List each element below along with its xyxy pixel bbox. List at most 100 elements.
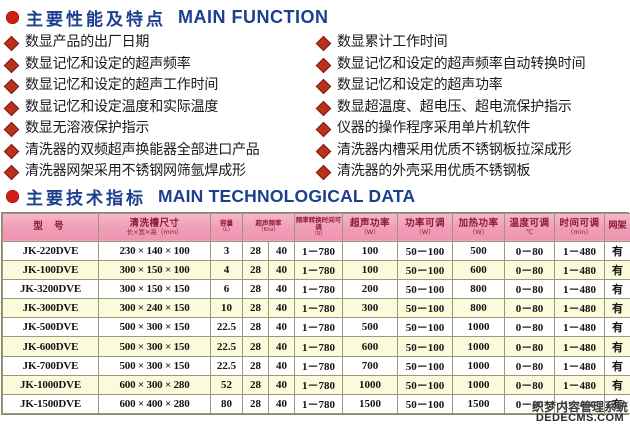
column-header-basket: 网架 (605, 213, 630, 241)
table-cell: 40 (269, 318, 295, 337)
table-cell: 40 (269, 395, 295, 414)
table-cell: 有 (605, 279, 630, 298)
table-cell: JK-100DVE (3, 260, 99, 279)
table-cell: JK-3200DVE (3, 279, 99, 298)
table-cell: 22.5 (211, 318, 243, 337)
table-cell: 28 (243, 299, 269, 318)
feature-label: 数显记忆和设定的超声频率 (25, 54, 191, 76)
header-main: 网架 (605, 222, 630, 232)
table-cell: 500 × 300 × 150 (99, 318, 211, 337)
table-cell: 有 (605, 395, 630, 414)
table-cell: 100 (343, 241, 398, 260)
table-cell: 28 (243, 337, 269, 356)
table-cell: JK-1000DVE (3, 375, 99, 394)
table-cell: 28 (243, 279, 269, 298)
table-header-row: 型 号 清洗槽尺寸 长×宽×高（mm） 容量 （L） 超声频率 （Khz） (3, 213, 630, 241)
list-item: 数显记忆和设定的超声功率 (318, 75, 630, 97)
table-cell: 28 (243, 395, 269, 414)
table-cell: 1－480 (555, 337, 605, 356)
feature-label: 数显超温度、超电压、超电流保护指示 (337, 97, 572, 119)
table-cell: 0－80 (505, 337, 555, 356)
diamond-bullet-icon (316, 79, 332, 95)
table-cell: 1－480 (555, 318, 605, 337)
table-cell: 1－780 (295, 356, 343, 375)
table-cell: 22.5 (211, 337, 243, 356)
spec-table: 型 号 清洗槽尺寸 长×宽×高（mm） 容量 （L） 超声频率 （Khz） (2, 213, 630, 415)
red-circle-bullet-icon (6, 11, 19, 24)
list-item: 数显记忆和设定温度和实际温度 (6, 97, 315, 119)
header-sub: （W） (343, 229, 397, 236)
table-cell: 40 (269, 241, 295, 260)
column-header-heating-power: 加热功率 （W） (453, 213, 505, 241)
header-sub: （L） (211, 228, 242, 234)
diamond-bullet-icon (4, 57, 20, 73)
table-cell: 1500 (343, 395, 398, 414)
column-header-frequency-switch-time: 频率转换时间可调 （S） (295, 213, 343, 241)
diamond-bullet-icon (4, 79, 20, 95)
table-cell: 800 (453, 279, 505, 298)
column-header-model: 型 号 (3, 213, 99, 241)
header-sub: （S） (295, 232, 342, 238)
diamond-bullet-icon (316, 165, 332, 181)
diamond-bullet-icon (316, 36, 332, 52)
table-cell: 500 (453, 241, 505, 260)
feature-label: 清洗器的双频超声换能器全部进口产品 (25, 140, 260, 162)
header-sub: （min） (555, 229, 604, 236)
list-item: 数显无溶液保护指示 (6, 118, 315, 140)
table-cell: 1000 (453, 318, 505, 337)
list-item: 清洗器内槽采用优质不锈钢板拉深成形 (318, 140, 630, 162)
table-cell: 300 (343, 299, 398, 318)
column-header-ultrasonic-power: 超声功率 （W） (343, 213, 398, 241)
table-cell: 50－100 (398, 260, 453, 279)
spec-table-container: 型 号 清洗槽尺寸 长×宽×高（mm） 容量 （L） 超声频率 （Khz） (1, 212, 629, 416)
list-item: 数显累计工作时间 (318, 32, 630, 54)
table-cell: JK-300DVE (3, 299, 99, 318)
table-cell: 40 (269, 337, 295, 356)
table-cell: 700 (343, 356, 398, 375)
table-cell: 50－100 (398, 395, 453, 414)
table-cell: 6 (211, 279, 243, 298)
table-cell: 有 (605, 241, 630, 260)
table-cell: 1－480 (555, 356, 605, 375)
header-sub: ℃ (505, 229, 554, 236)
column-header-temperature-adjustable: 温度可调 ℃ (505, 213, 555, 241)
table-cell: 40 (269, 375, 295, 394)
table-cell: 300 × 240 × 150 (99, 299, 211, 318)
table-cell: 1000 (453, 375, 505, 394)
table-cell: 40 (269, 356, 295, 375)
table-cell: 200 (343, 279, 398, 298)
header-main: 型 号 (3, 222, 98, 232)
feature-label: 仪器的操作程序采用单片机软件 (337, 118, 530, 140)
table-cell: 28 (243, 241, 269, 260)
table-cell: 40 (269, 260, 295, 279)
table-cell: 500 × 300 × 150 (99, 356, 211, 375)
section-heading-main-function: 主要性能及特点 MAIN FUNCTION (0, 4, 630, 30)
table-cell: 1－480 (555, 299, 605, 318)
table-cell: 50－100 (398, 279, 453, 298)
list-item: 数显记忆和设定的超声频率 (6, 54, 315, 76)
table-cell: 230 × 140 × 100 (99, 241, 211, 260)
table-cell: 600 × 400 × 280 (99, 395, 211, 414)
list-item: 数显产品的出厂日期 (6, 32, 315, 54)
table-cell: 1500 (453, 395, 505, 414)
diamond-bullet-icon (4, 143, 20, 159)
header-sub: 长×宽×高（mm） (99, 229, 210, 236)
table-cell: 100 (343, 260, 398, 279)
table-cell: 50－100 (398, 318, 453, 337)
table-cell: 0－80 (505, 241, 555, 260)
table-cell: 1000 (343, 375, 398, 394)
table-cell: 300 × 150 × 100 (99, 260, 211, 279)
table-cell: 有 (605, 318, 630, 337)
diamond-bullet-icon (4, 122, 20, 138)
table-cell: JK-1500DVE (3, 395, 99, 414)
list-item: 清洗器的双频超声换能器全部进口产品 (6, 140, 315, 162)
table-cell: 有 (605, 299, 630, 318)
table-cell: JK-700DVE (3, 356, 99, 375)
table-cell: 28 (243, 318, 269, 337)
